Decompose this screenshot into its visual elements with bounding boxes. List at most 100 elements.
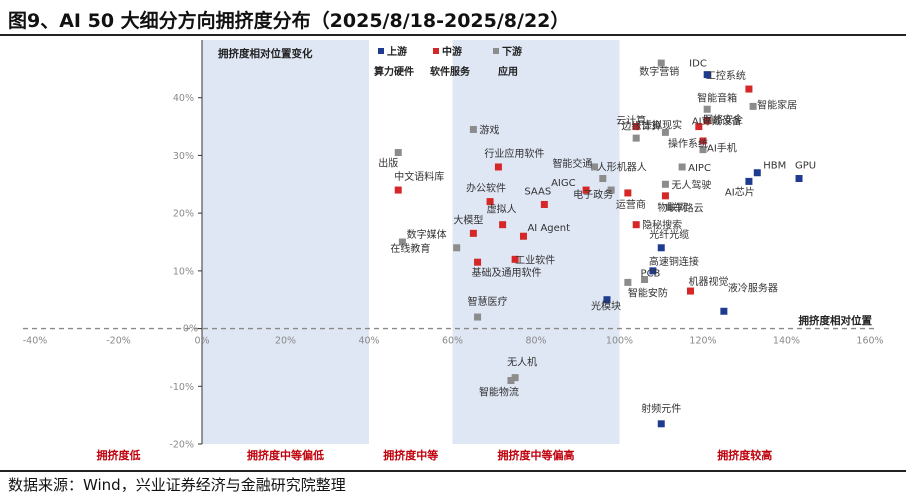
point-label: 大模型 [453, 213, 483, 226]
y-tick-label: 0% [183, 324, 198, 335]
point-label: 光模块 [591, 300, 621, 313]
title-rule [0, 34, 906, 36]
point-downstream [394, 149, 402, 157]
point-midstream [486, 198, 494, 206]
zone-label: 拥挤度中等偏低 [247, 448, 324, 462]
zone-label: 拥挤度低 [97, 448, 141, 462]
point-downstream [599, 175, 607, 183]
point-label: 射频元件 [641, 402, 681, 415]
shaded-band-1 [452, 40, 620, 444]
point-downstream [453, 244, 461, 252]
point-label: 云计算 [616, 114, 646, 127]
point-label: AIGC [551, 178, 576, 189]
point-label: 无人驾驶 [671, 178, 711, 191]
point-label: 办公软件 [466, 182, 506, 195]
point-downstream [678, 163, 686, 171]
point-midstream [632, 221, 640, 229]
point-label: 在线教育 [390, 242, 430, 255]
y-tick-label: 20% [173, 209, 194, 220]
legend-label: 中游 [442, 45, 462, 58]
y-tick-label: 40% [173, 93, 194, 104]
x-tick-label: 20% [275, 336, 296, 347]
point-label: 虚拟人 [487, 203, 517, 216]
y-tick-label: -20% [169, 440, 194, 451]
point-label: 工业软件 [515, 253, 555, 266]
legend-swatch-downstream [493, 48, 499, 54]
point-label: 智慧医疗 [468, 295, 508, 308]
legend-label: 下游 [502, 45, 522, 58]
point-midstream [511, 255, 519, 263]
point-downstream [641, 276, 649, 284]
point-upstream [795, 175, 803, 183]
figure-title: 图9、AI 50 大细分方向拥挤度分布（2025/8/18-2025/8/22） [8, 10, 570, 32]
point-label: 工控系统 [706, 69, 746, 82]
point-label: SAAS [524, 186, 551, 197]
point-label: 行业应用软件 [484, 147, 544, 160]
legend-label: 上游 [387, 45, 407, 58]
point-midstream [703, 117, 711, 125]
point-label: 高速铜连接 [649, 255, 699, 268]
point-midstream [394, 186, 402, 194]
point-downstream [474, 313, 482, 321]
point-label: 中文语料库 [394, 170, 444, 183]
legend-sublabel: 软件服务 [430, 65, 471, 78]
point-label: 数字营销 [639, 65, 679, 78]
point-upstream [657, 244, 665, 252]
point-label: IDC [689, 59, 707, 70]
point-label: 基础及通用软件 [472, 266, 542, 279]
point-downstream [699, 146, 707, 154]
point-midstream [519, 232, 527, 240]
point-upstream [649, 267, 657, 275]
point-midstream [624, 189, 632, 197]
point-label: AI穿戴设备 [692, 115, 742, 128]
point-midstream [686, 287, 694, 295]
point-downstream [666, 203, 674, 211]
point-label: 边缘计算 [621, 119, 661, 132]
legend-swatch-upstream [378, 48, 384, 54]
point-downstream [661, 128, 669, 136]
point-label: 网络安全 [703, 113, 743, 126]
point-midstream [582, 186, 590, 194]
point-label: 虚拟现实 [642, 119, 682, 132]
point-label: 运营商 [616, 198, 646, 211]
zone-label: 拥挤度中等偏高 [498, 448, 575, 462]
point-label: 智能安防 [628, 286, 668, 299]
point-label: AI Agent [527, 223, 570, 234]
point-label: 液冷服务器 [728, 281, 778, 294]
point-label: HBM [763, 161, 786, 172]
source-note: 数据来源：Wind，兴业证券经济与金融研究院整理 [8, 476, 346, 494]
point-midstream [745, 85, 753, 93]
point-upstream [720, 307, 728, 315]
point-downstream [657, 59, 665, 67]
point-label: 光纤光缆 [649, 228, 689, 241]
point-label: 人形机器人 [597, 161, 647, 174]
point-midstream [474, 258, 482, 266]
point-label: PCB [641, 269, 661, 280]
legend-sublabel: 算力硬件 [373, 65, 414, 78]
x-tick-label: 100% [606, 336, 633, 347]
point-downstream [590, 163, 598, 171]
point-label: GPU [795, 161, 816, 172]
point-label: 物联网 [657, 201, 687, 214]
point-label: 游戏 [479, 123, 499, 136]
point-label: 智能家居 [757, 98, 797, 111]
zone-label: 拥挤度中等 [383, 448, 438, 462]
x-tick-label: 140% [773, 336, 800, 347]
point-downstream [398, 238, 406, 246]
point-downstream [749, 102, 757, 110]
zone-label: 拥挤度较高 [717, 448, 772, 462]
point-label: 电子政务 [573, 188, 613, 201]
point-midstream [540, 200, 548, 208]
point-label: 无人机 [507, 356, 537, 369]
point-midstream [494, 163, 502, 171]
y-tick-label: -10% [169, 382, 194, 393]
point-midstream [499, 221, 507, 229]
point-midstream [661, 192, 669, 200]
point-label: 操作系统 [668, 137, 708, 150]
x-tick-label: -20% [106, 336, 131, 347]
point-downstream [469, 125, 477, 133]
point-upstream [703, 71, 711, 79]
point-upstream [745, 177, 753, 185]
point-upstream [603, 296, 611, 304]
